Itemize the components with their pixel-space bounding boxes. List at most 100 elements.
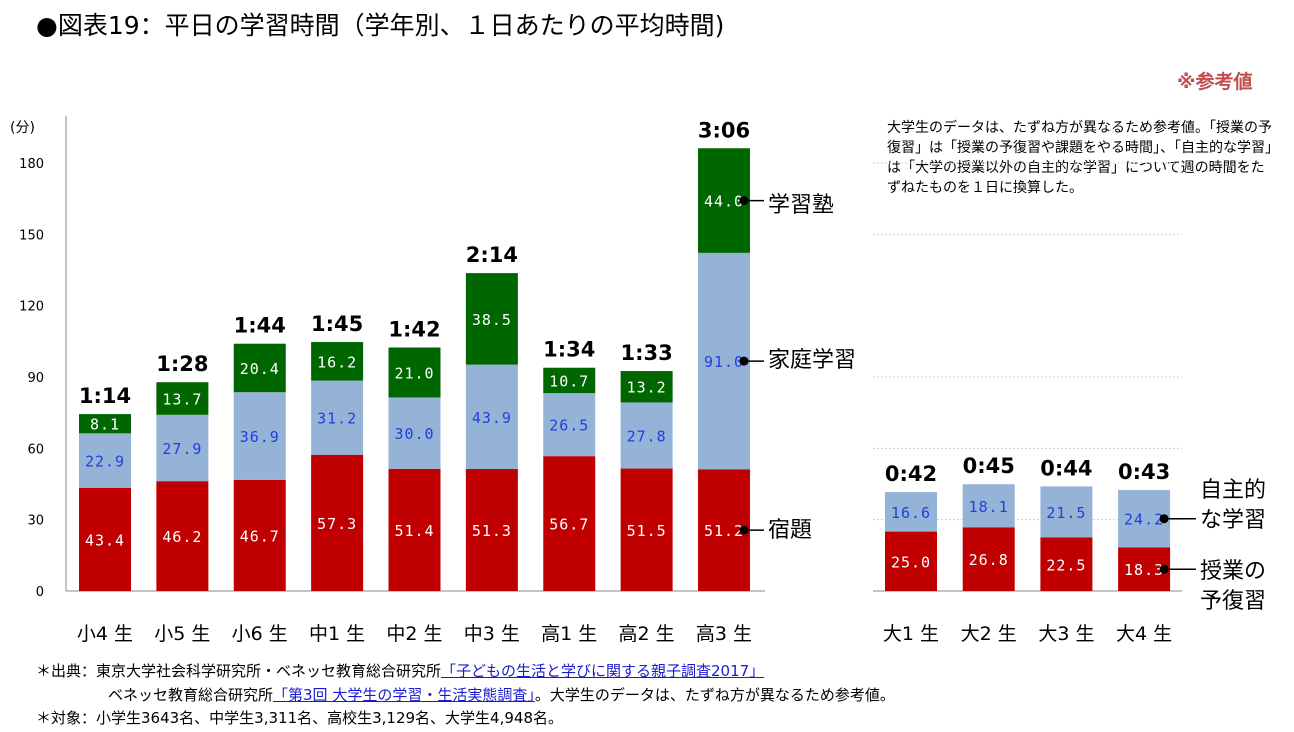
homework-bar	[620, 468, 673, 591]
juku-value-label: 21.0	[394, 364, 434, 382]
class-prep-bar	[1040, 537, 1093, 591]
legend-self-study-line1: 自主的	[1200, 478, 1266, 503]
source-2-link[interactable]: 「第3回 大学生の学習・生活実態調査」	[273, 686, 535, 704]
group-label-elementary: 小学生	[133, 65, 221, 99]
juku-bar	[543, 367, 596, 394]
x-category-label: 小5 生	[154, 623, 210, 645]
x-category-label: 中3 生	[464, 623, 520, 645]
juku-bar	[233, 343, 286, 393]
legend-self-study-line2: な学習	[1200, 508, 1266, 533]
total-time-label: 1:44	[234, 314, 286, 338]
home-study-value-label: 31.2	[317, 410, 357, 428]
legend-class-prep-leader-dot	[1159, 564, 1169, 574]
x-category-label: 小4 生	[77, 623, 133, 645]
total-time-label: 0:44	[1040, 456, 1092, 480]
home-study-value-label: 26.5	[549, 417, 589, 435]
x-category-label: 大2 生	[961, 623, 1017, 645]
home-study-bar	[465, 364, 518, 470]
home-study-bar	[233, 392, 286, 480]
class-prep-bar	[885, 531, 937, 591]
group-label-university: 大学生	[973, 65, 1061, 99]
juku-value-label: 13.7	[162, 391, 202, 409]
homework-value-label: 51.3	[472, 522, 512, 540]
class-prep-value-label: 25.0	[891, 553, 931, 571]
x-category-label: 大3 生	[1038, 623, 1094, 645]
total-time-label: 0:43	[1118, 460, 1170, 484]
legend-class-prep-line1: 授業の	[1200, 559, 1266, 584]
home-study-value-label: 30.0	[394, 425, 434, 443]
legend-homework-leader-dot	[739, 525, 749, 535]
homework-bar	[79, 487, 131, 591]
homework-value-label: 57.3	[317, 515, 357, 533]
y-tick-label: 120	[19, 300, 44, 315]
x-category-label: 高3 生	[696, 623, 752, 645]
juku-bar	[156, 382, 209, 415]
self-study-value-label: 16.6	[891, 504, 931, 522]
source-2-suffix: 。大学生のデータは、たずね方が異なるため参考値。	[534, 686, 895, 704]
x-category-label: 中1 生	[309, 623, 365, 645]
class-prep-value-label: 26.8	[969, 551, 1009, 569]
home-study-value-label: 36.9	[240, 428, 280, 446]
x-category-label: 高1 生	[541, 623, 597, 645]
homework-bar	[388, 468, 441, 591]
homework-value-label: 46.7	[240, 527, 280, 545]
legend-homework: 宿題	[768, 518, 812, 543]
home-study-bar	[311, 380, 364, 455]
juku-value-label: 44.0	[704, 193, 744, 211]
homework-value-label: 43.4	[85, 531, 125, 549]
homework-value-label: 46.2	[162, 528, 202, 546]
total-time-label: 1:34	[543, 338, 595, 362]
homework-bar	[465, 469, 518, 591]
self-study-value-label: 21.5	[1046, 504, 1086, 522]
y-tick-label: 180	[19, 157, 44, 172]
page-title: ●図表19：平日の学習時間（学年別、１日あたりの平均時間)	[36, 11, 725, 40]
self-study-bar	[962, 484, 1015, 528]
target-line: ＊対象：小学生3643名、中学生3,311名、高校生3,129名、大学生4,94…	[36, 709, 564, 727]
total-time-label: 1:14	[79, 384, 131, 408]
juku-value-label: 38.5	[472, 311, 512, 329]
source-2-text: ベネッセ教育総合研究所	[108, 686, 274, 704]
y-tick-label: 30	[27, 514, 44, 529]
total-time-label: 0:45	[963, 454, 1015, 478]
juku-bar	[620, 371, 673, 403]
juku-value-label: 20.4	[240, 360, 280, 378]
reference-note: ※参考値	[1177, 71, 1253, 93]
home-study-value-label: 22.9	[85, 453, 125, 471]
juku-value-label: 16.2	[317, 353, 357, 371]
total-time-label: 1:45	[311, 312, 363, 336]
x-category-label: 大4 生	[1116, 623, 1172, 645]
self-study-value-label: 24.2	[1124, 511, 1164, 529]
homework-bar	[156, 481, 209, 591]
home-study-bar	[79, 433, 131, 488]
source-1-text: ＊出典：東京大学社会科学研究所・ベネッセ教育総合研究所	[36, 662, 442, 680]
group-label-high-school: 高校生	[601, 65, 689, 99]
x-category-label: 小6 生	[232, 623, 288, 645]
group-label-junior-high: 中学生	[362, 65, 450, 99]
total-time-label: 1:33	[621, 341, 673, 365]
home-study-bar	[388, 397, 441, 469]
juku-value-label: 13.2	[627, 379, 667, 397]
home-study-value-label: 91.0	[704, 353, 744, 371]
x-category-label: 大1 生	[883, 623, 939, 645]
self-study-bar	[885, 492, 937, 532]
legend-self-study-leader-dot	[1159, 514, 1169, 524]
juku-value-label: 10.7	[549, 372, 589, 390]
source-1-link[interactable]: 「子どもの生活と学びに関する親子調査2017」	[441, 662, 765, 680]
home-study-value-label: 43.9	[472, 409, 512, 427]
juku-bar	[465, 273, 518, 365]
y-tick-label: 90	[27, 371, 44, 386]
self-study-value-label: 18.1	[969, 498, 1009, 516]
homework-bar	[233, 479, 286, 591]
class-prep-value-label: 22.5	[1046, 556, 1086, 574]
x-category-label: 高2 生	[619, 623, 675, 645]
homework-bar	[311, 454, 364, 591]
home-study-bar	[156, 414, 209, 482]
class-prep-bar	[962, 527, 1015, 591]
total-time-label: 1:42	[388, 318, 440, 342]
home-study-bar	[543, 393, 596, 457]
x-category-label: 中2 生	[386, 623, 442, 645]
y-tick-label: 150	[19, 228, 44, 243]
class-prep-value-label: 18.3	[1124, 561, 1164, 579]
homework-value-label: 56.7	[549, 516, 589, 534]
